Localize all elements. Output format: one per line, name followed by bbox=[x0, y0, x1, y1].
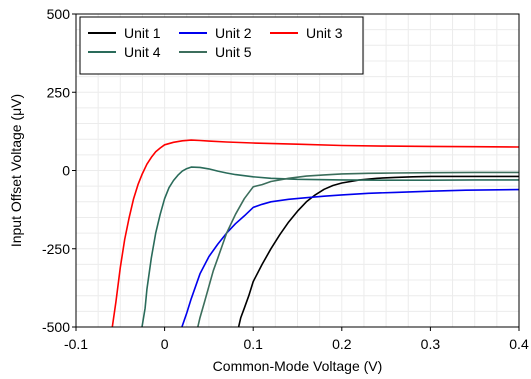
series-line-unit-4 bbox=[141, 166, 519, 327]
y-tick-label: -250 bbox=[42, 241, 70, 257]
y-tick-label: 500 bbox=[47, 6, 71, 22]
y-tick-label: 250 bbox=[47, 84, 71, 100]
x-tick-label: -0.1 bbox=[64, 336, 88, 352]
x-tick-label: 0.2 bbox=[332, 336, 352, 352]
legend-label: Unit 5 bbox=[215, 44, 252, 60]
y-axis-label: Input Offset Voltage (μV) bbox=[8, 94, 24, 247]
y-tick-label: -500 bbox=[42, 319, 70, 335]
legend-box bbox=[79, 16, 364, 75]
series-layer bbox=[111, 139, 519, 327]
x-tick-label: 0.3 bbox=[421, 336, 441, 352]
x-tick-label: 0.4 bbox=[509, 336, 529, 352]
x-tick-label: 0 bbox=[161, 336, 169, 352]
legend-label: Unit 1 bbox=[124, 25, 161, 41]
y-tick-label: 0 bbox=[62, 163, 70, 179]
x-axis-label: Common-Mode Voltage (V) bbox=[213, 358, 383, 374]
legend-label: Unit 3 bbox=[306, 25, 343, 41]
legend-label: Unit 4 bbox=[124, 44, 161, 60]
series-line-unit-1 bbox=[237, 175, 519, 327]
x-tick-label: 0.1 bbox=[243, 336, 263, 352]
series-line-unit-2 bbox=[181, 188, 519, 327]
x-axis-ticks: -0.1 0 0.1 0.2 0.3 0.4 bbox=[64, 327, 529, 352]
legend: Unit 1 Unit 2 Unit 3 Unit 4 Unit 5 bbox=[79, 16, 364, 75]
series-line-unit-3 bbox=[111, 139, 519, 327]
series-line-unit-5 bbox=[197, 171, 519, 327]
legend-label: Unit 2 bbox=[215, 25, 252, 41]
y-axis-ticks: -500 -250 0 250 500 bbox=[42, 6, 76, 335]
